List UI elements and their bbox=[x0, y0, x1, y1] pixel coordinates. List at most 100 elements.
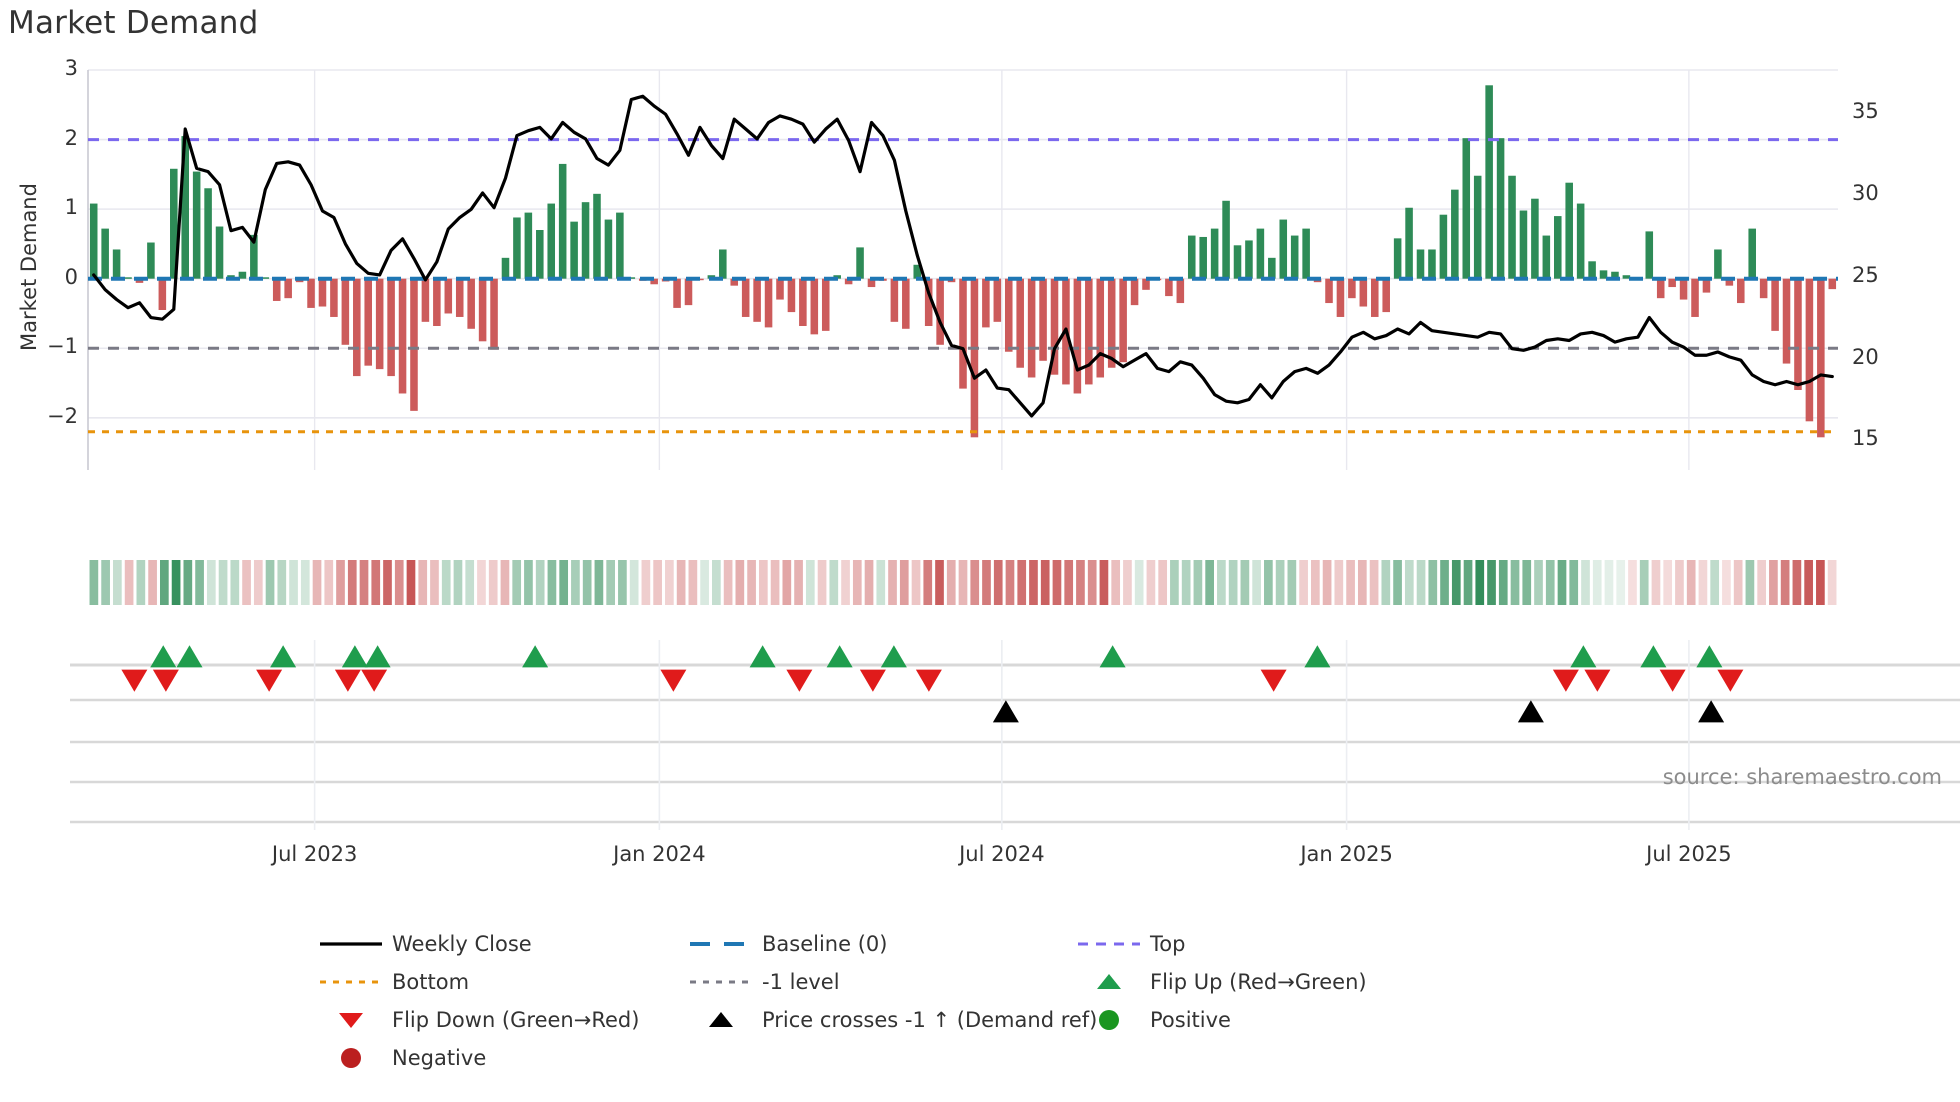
demand-bar-positive bbox=[1531, 198, 1539, 279]
heatmap-cell bbox=[347, 560, 357, 605]
heatmap-cell bbox=[582, 560, 592, 605]
heatmap-cell bbox=[1087, 560, 1097, 605]
legend-item[interactable]: Negative bbox=[310, 1039, 639, 1077]
heatmap-cell bbox=[1346, 560, 1355, 605]
demand-bar-positive bbox=[1462, 138, 1471, 279]
demand-bar-positive bbox=[147, 242, 155, 279]
demand-bar-positive bbox=[89, 203, 98, 279]
demand-bar-positive bbox=[101, 228, 109, 279]
y-tick-right: 25 bbox=[1852, 262, 1879, 287]
heatmap-cell bbox=[1357, 560, 1367, 605]
heatmap-cell bbox=[1722, 560, 1731, 605]
demand-bar-negative bbox=[764, 278, 773, 328]
heatmap-cell bbox=[1287, 560, 1297, 605]
heatmap-cell bbox=[1299, 560, 1308, 605]
flip-up-marker bbox=[880, 645, 907, 668]
chart-canvas bbox=[70, 69, 1960, 830]
flip-up-marker bbox=[150, 645, 177, 668]
heatmap-cell bbox=[606, 560, 615, 605]
heatmap-cell bbox=[782, 560, 792, 605]
heatmap-cell bbox=[1064, 560, 1074, 605]
demand-bar-negative bbox=[490, 278, 498, 350]
legend-key-triangle-up-icon bbox=[1068, 970, 1150, 994]
heatmap-cell bbox=[300, 560, 310, 605]
legend-item[interactable]: Weekly Close bbox=[310, 925, 639, 963]
heatmap-cell bbox=[1475, 560, 1485, 605]
heatmap-cell bbox=[1170, 560, 1179, 605]
demand-bar-negative bbox=[1039, 278, 1047, 361]
heatmap-cell bbox=[829, 560, 839, 605]
heatmap-cell bbox=[1369, 560, 1379, 605]
demand-bar-negative bbox=[353, 278, 361, 377]
heatmap-cell bbox=[864, 560, 874, 605]
heatmap-cell bbox=[1827, 560, 1837, 605]
legend-item[interactable]: Flip Down (Green→Red) bbox=[310, 1001, 639, 1039]
heatmap-cell bbox=[747, 560, 756, 605]
legend-item[interactable]: Baseline (0) bbox=[680, 925, 1097, 963]
heatmap-cell bbox=[946, 560, 956, 605]
heatmap-cell bbox=[1604, 560, 1614, 605]
legend-item[interactable]: Flip Up (Red→Green) bbox=[1068, 963, 1367, 1001]
legend-item[interactable]: Price crosses -1 ↑ (Demand ref) bbox=[680, 1001, 1097, 1039]
flip-up-marker bbox=[1304, 645, 1331, 668]
flip-up-marker bbox=[522, 645, 549, 668]
heatmap-cell bbox=[735, 560, 745, 605]
heatmap-cell bbox=[136, 560, 146, 605]
demand-bar-positive bbox=[1428, 249, 1436, 279]
demand-bar-negative bbox=[1096, 278, 1105, 378]
heatmap-cell bbox=[453, 560, 463, 605]
heatmap-cell bbox=[1158, 560, 1168, 605]
demand-bar-positive bbox=[1599, 270, 1608, 279]
legend-item[interactable]: Top bbox=[1068, 925, 1367, 963]
flip-up-marker bbox=[749, 645, 776, 668]
heatmap-cell bbox=[1311, 560, 1320, 605]
demand-bar-negative bbox=[1656, 278, 1665, 299]
y-tick-right: 15 bbox=[1852, 426, 1879, 451]
demand-bar-positive bbox=[1393, 238, 1402, 279]
heatmap-cell bbox=[535, 560, 545, 605]
demand-bar-positive bbox=[1588, 261, 1596, 279]
demand-bar-positive bbox=[593, 193, 601, 279]
price-cross-marker bbox=[1517, 700, 1544, 723]
heatmap-cell bbox=[230, 560, 240, 605]
demand-bar-positive bbox=[1210, 228, 1219, 279]
flip-up-marker bbox=[341, 645, 368, 668]
legend-item[interactable]: Positive bbox=[1068, 1001, 1367, 1039]
demand-bar-positive bbox=[524, 212, 533, 279]
heatmap-cell bbox=[1675, 560, 1684, 605]
heatmap-cell bbox=[441, 560, 451, 605]
demand-bar-positive bbox=[1576, 203, 1585, 279]
heatmap-cell bbox=[723, 560, 733, 605]
heatmap-cell bbox=[1404, 560, 1414, 605]
legend-key-line-dotted-icon bbox=[680, 970, 762, 994]
demand-bar-positive bbox=[1256, 228, 1265, 279]
demand-bar-negative bbox=[902, 278, 910, 329]
heatmap-cell bbox=[594, 560, 604, 605]
legend-item[interactable]: Bottom bbox=[310, 963, 639, 1001]
demand-bar-negative bbox=[375, 278, 384, 370]
demand-bar-negative bbox=[1668, 278, 1676, 288]
demand-bar-positive bbox=[1416, 249, 1425, 279]
flip-down-marker bbox=[361, 669, 388, 692]
heatmap-cell bbox=[1780, 560, 1790, 605]
demand-bar-positive bbox=[1439, 214, 1448, 279]
demand-bar-negative bbox=[1805, 278, 1814, 422]
heatmap-cell bbox=[383, 560, 392, 605]
demand-bar-negative bbox=[1794, 278, 1802, 390]
demand-bar-negative bbox=[1759, 278, 1768, 299]
legend-item[interactable]: -1 level bbox=[680, 963, 1097, 1001]
demand-bar-positive bbox=[238, 271, 247, 279]
legend-key-line-solid-icon bbox=[310, 932, 392, 956]
y-tick-right: 35 bbox=[1852, 98, 1879, 123]
demand-bar-positive bbox=[1279, 219, 1288, 279]
flip-down-marker bbox=[660, 669, 687, 692]
demand-bar-negative bbox=[478, 278, 487, 342]
heatmap-cell bbox=[1487, 560, 1496, 605]
demand-bar-negative bbox=[1771, 278, 1779, 331]
legend-label: Baseline (0) bbox=[762, 932, 888, 956]
demand-bar-negative bbox=[730, 278, 739, 286]
demand-bar-positive bbox=[1405, 207, 1413, 279]
demand-bar-positive bbox=[1714, 249, 1722, 279]
heatmap-cell bbox=[1275, 560, 1285, 605]
demand-bar-negative bbox=[1176, 278, 1185, 304]
